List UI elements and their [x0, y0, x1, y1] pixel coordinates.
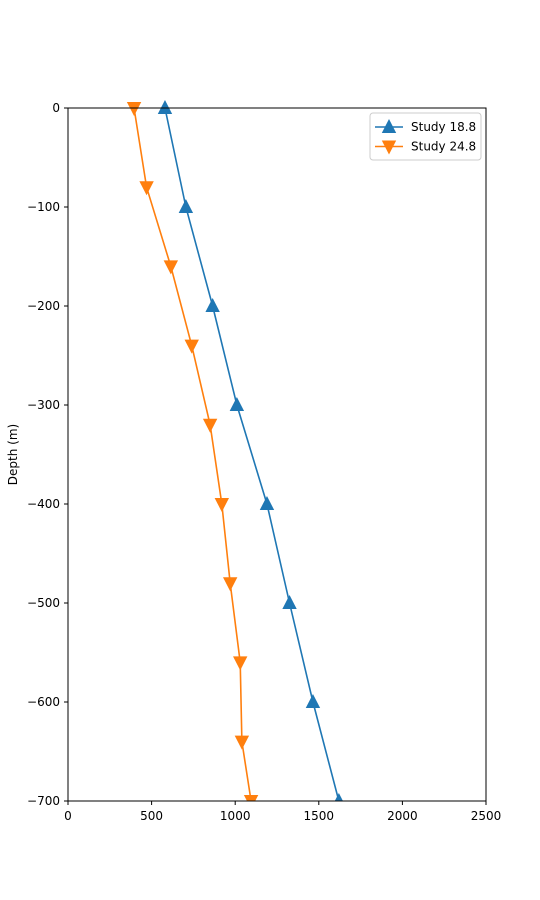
x-tick-label: 2000 — [387, 809, 418, 823]
x-axis: 0 500 1000 1500 2000 2500 — [64, 801, 501, 823]
data-point-marker — [305, 694, 321, 708]
y-tick-label: −100 — [27, 200, 60, 214]
data-point-marker — [163, 260, 179, 275]
y-tick-label: −500 — [27, 596, 60, 610]
y-tick-label: −400 — [27, 497, 60, 511]
data-point-marker — [334, 793, 343, 801]
y-tick-label: −700 — [27, 794, 60, 808]
data-point-marker — [259, 496, 275, 510]
series-layer — [126, 100, 343, 801]
data-point-marker — [126, 102, 142, 116]
series-line — [164, 107, 340, 801]
data-point-marker — [178, 199, 194, 213]
y-tick-label: 0 — [52, 101, 60, 115]
data-point-marker — [282, 595, 297, 609]
plot-frame — [67, 107, 487, 802]
series-1 — [126, 102, 259, 801]
legend-marker — [381, 119, 397, 133]
data-point-marker — [222, 577, 238, 592]
legend-entry: Study 18.8 — [375, 119, 476, 134]
series-0 — [157, 100, 343, 801]
x-tick-label: 1000 — [220, 809, 251, 823]
legend-label: Study 18.8 — [411, 120, 476, 134]
data-point-marker — [157, 100, 173, 114]
legend-box — [369, 112, 482, 161]
data-point-marker — [229, 397, 245, 411]
data-point-marker — [243, 795, 259, 801]
x-tick-label: 2500 — [471, 809, 502, 823]
legend: Study 18.8 Study 24.8 — [369, 112, 482, 161]
data-point-marker — [184, 339, 199, 354]
legend-label: Study 24.8 — [411, 140, 476, 154]
data-point-marker — [139, 181, 154, 196]
data-point-marker — [214, 498, 230, 512]
series-line — [133, 107, 252, 801]
legend-marker — [381, 140, 397, 155]
legend-entry: Study 24.8 — [375, 140, 476, 155]
data-point-marker — [234, 735, 250, 750]
y-tick-label: −200 — [27, 299, 60, 313]
x-tick-label: 0 — [64, 809, 72, 823]
x-tick-label: 1500 — [304, 809, 335, 823]
data-point-marker — [205, 298, 220, 312]
x-tick-label: 500 — [140, 809, 163, 823]
y-axis: 0 −100 −200 −300 −400 −500 −600 −700 — [27, 101, 68, 808]
data-point-marker — [202, 418, 218, 433]
y-axis-label: Depth (m) — [6, 424, 20, 485]
data-point-marker — [233, 656, 248, 671]
y-tick-label: −300 — [27, 398, 60, 412]
y-tick-label: −600 — [27, 695, 60, 709]
